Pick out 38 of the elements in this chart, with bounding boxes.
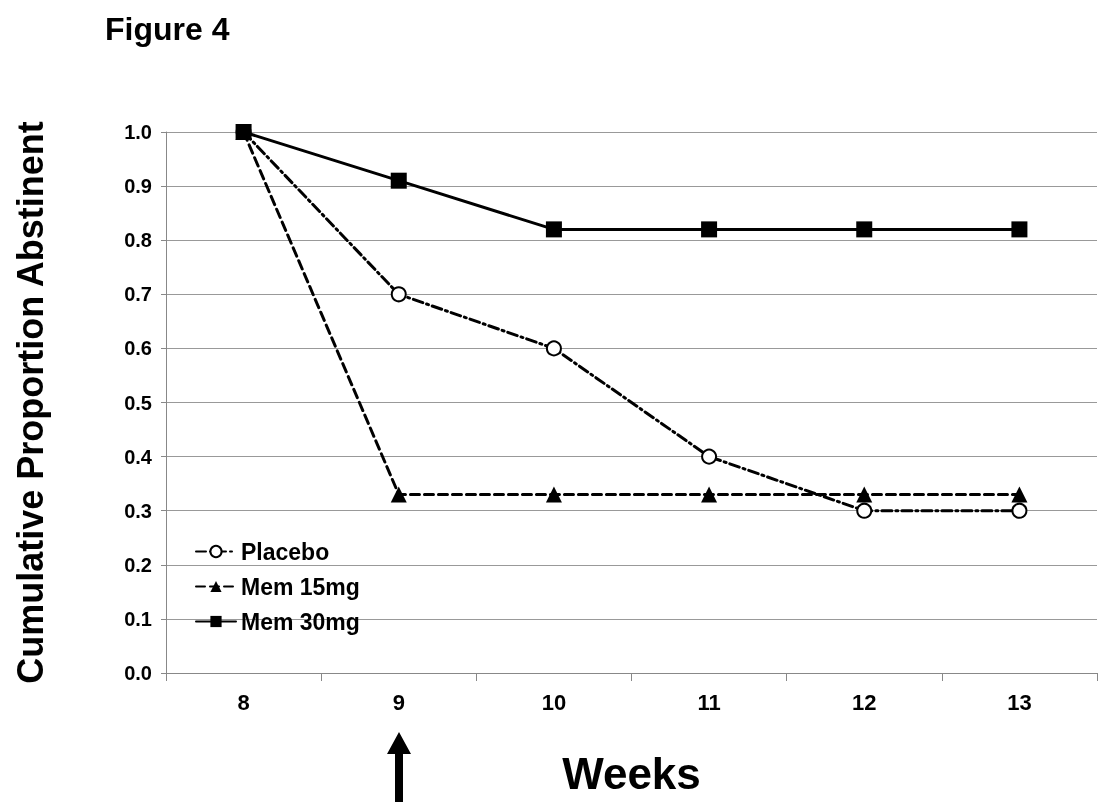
x-tick-label: 12 [852, 689, 877, 715]
y-tick-label: 0.2 [124, 553, 152, 576]
x-tick-label: 10 [541, 689, 567, 715]
point [856, 221, 873, 238]
x-tick-label: 8 [237, 689, 250, 715]
y-tick-label: 1.0 [124, 121, 152, 143]
x-tick-label: 9 [392, 689, 405, 715]
point [701, 486, 718, 503]
y-tick-label: 0.8 [124, 229, 152, 252]
point [1011, 502, 1028, 519]
y-axis-title: Cumulative Proportion Abstinent [9, 121, 51, 684]
y-tick-label: 0.5 [124, 391, 152, 414]
y-tick-label: 0.0 [124, 662, 152, 684]
point [856, 486, 873, 503]
point [701, 221, 718, 238]
legend-label: Mem 30mg [241, 608, 360, 635]
point [545, 486, 562, 503]
point [390, 486, 407, 503]
y-tick-label: 0.9 [124, 175, 152, 198]
point [1011, 486, 1028, 503]
point [1011, 221, 1028, 238]
point [856, 502, 873, 519]
x-axis-title: Weeks [562, 748, 701, 798]
legend-label: Mem 15mg [241, 573, 360, 600]
y-tick-label: 0.4 [124, 445, 153, 468]
chart-title: Figure 4 [105, 11, 230, 47]
y-tick-label: 0.3 [124, 499, 152, 522]
point [545, 340, 562, 357]
point [545, 221, 562, 238]
point [701, 448, 718, 465]
x-tick-label: 13 [1007, 689, 1032, 715]
point [390, 172, 407, 189]
y-tick-label: 0.6 [124, 337, 152, 360]
legend-label: Placebo [241, 538, 330, 565]
x-tick-label: 11 [697, 689, 721, 715]
y-tick-label: 0.7 [124, 283, 152, 306]
y-tick-label: 0.1 [124, 607, 152, 630]
point [390, 286, 407, 303]
